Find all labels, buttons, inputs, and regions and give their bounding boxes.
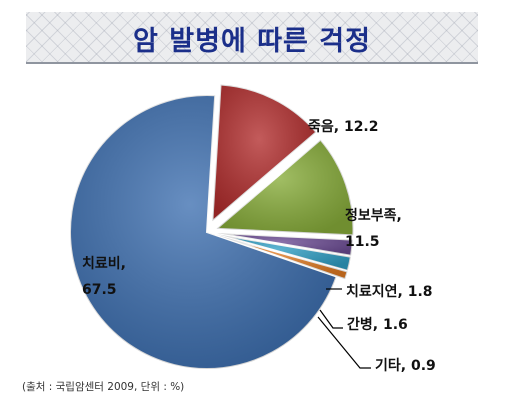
data-label-죽음: 죽음, 12.2 (308, 119, 379, 135)
data-label-치료비-line-1: 치료비, (82, 256, 126, 272)
data-label-기타: 기타, 0.9 (375, 358, 436, 374)
data-label-치료지연: 치료지연, 1.8 (346, 284, 433, 300)
pie-slice-치료지연 (215, 231, 354, 257)
source-note: (출처 : 국립암센터 2009, 단위 : %) (22, 381, 185, 393)
pie-slice-죽음 (211, 83, 318, 224)
chart-title: 암 발병에 따른 걱정 (133, 26, 371, 57)
title-underline (26, 62, 478, 64)
data-label-간병: 간병, 1.6 (347, 316, 408, 333)
leader-line-기타 (317, 316, 371, 369)
data-label-정보부족-line-2: 11.5 (345, 234, 380, 250)
pie-slice-기타 (215, 233, 349, 281)
data-label-정보부족-line-1: 정보부족, (345, 207, 402, 224)
leader-line-간병 (319, 309, 343, 329)
title-banner: 암 발병에 따른 걱정 (26, 12, 478, 62)
data-label-치료비-line-2: 67.5 (82, 282, 117, 298)
pie-slice-치료비 (69, 94, 338, 370)
pie-slice-정보부족 (213, 138, 355, 237)
